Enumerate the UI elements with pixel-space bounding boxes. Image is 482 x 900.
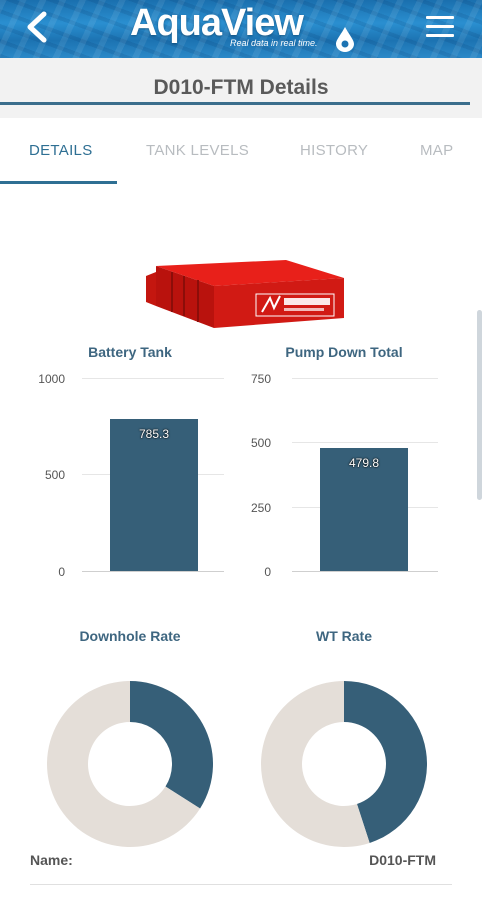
name-label: Name: [30, 852, 73, 868]
tab-bar: DETAILS TANK LEVELS HISTORY MAP [0, 118, 482, 184]
scrollbar[interactable] [477, 310, 482, 500]
pump-down-total-bar: 479.8 [320, 447, 408, 571]
title-bar: D010-FTM Details [0, 58, 482, 118]
y-tick-label: 500 [250, 436, 271, 450]
donut-slice-primary [344, 681, 427, 843]
name-value: D010-FTM [369, 852, 436, 868]
app-header: AquaView Real data in real time. [0, 0, 482, 58]
tab-map[interactable]: MAP [420, 142, 454, 159]
y-tick-label: 1000 [38, 372, 65, 386]
tab-tank-levels[interactable]: TANK LEVELS [146, 142, 250, 159]
x-axis [292, 571, 438, 572]
donut-slice-remainder [47, 681, 201, 847]
active-tab-indicator [0, 181, 117, 184]
donut-slice-remainder [260, 681, 370, 847]
gridline [292, 378, 438, 379]
water-drop-icon [336, 27, 354, 52]
title-divider [0, 102, 470, 105]
back-arrow-icon[interactable] [22, 10, 52, 44]
logo-text: AquaView [130, 2, 304, 44]
y-tick-label: 750 [250, 372, 271, 386]
x-axis [82, 571, 224, 572]
hamburger-menu-icon[interactable] [426, 16, 454, 40]
tab-details[interactable]: DETAILS [29, 142, 93, 159]
wt-rate-donut [260, 681, 427, 847]
gridline [82, 378, 224, 379]
tab-history[interactable]: HISTORY [300, 142, 369, 159]
aquaview-logo: AquaView Real data in real time. [130, 2, 360, 56]
y-tick-label: 0 [264, 565, 271, 579]
downhole-rate-donut [47, 681, 213, 847]
pump-down-total-title: Pump Down Total [285, 344, 403, 360]
bar-value-label: 785.3 [138, 427, 170, 442]
y-tick-label: 250 [250, 501, 271, 515]
logo-tagline: Real data in real time. [230, 38, 318, 48]
wt-rate-title: WT Rate [316, 628, 372, 644]
bar-value-label: 479.8 [348, 455, 380, 470]
downhole-rate-title: Downhole Rate [79, 628, 181, 644]
y-tick-label: 500 [44, 468, 65, 482]
battery-tank-title: Battery Tank [88, 344, 172, 360]
water-background [0, 0, 482, 58]
row-divider [30, 884, 452, 885]
y-tick-label: 0 [58, 565, 65, 579]
page-title: D010-FTM Details [153, 76, 329, 99]
frac-tank-image [146, 260, 344, 328]
donut-slice-primary [130, 681, 213, 809]
gridline [292, 442, 438, 443]
battery-tank-bar: 785.3 [110, 419, 198, 571]
